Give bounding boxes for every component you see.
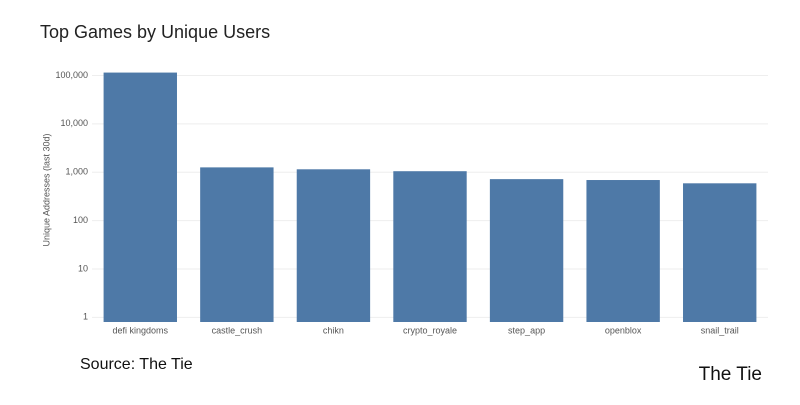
y-tick-label: 10 xyxy=(78,263,88,273)
bar xyxy=(200,167,274,322)
logo: The Tie xyxy=(699,364,762,385)
x-tick-label: chikn xyxy=(323,325,344,335)
bar xyxy=(489,179,564,322)
x-tick-label: defi kingdoms xyxy=(113,325,169,335)
chart-title: Top Games by Unique Users xyxy=(40,22,270,42)
source: Source: The Tie xyxy=(80,356,193,373)
y-tick-label: 100,000 xyxy=(55,70,88,80)
bar xyxy=(103,72,177,322)
x-tick-label: openblox xyxy=(605,325,642,335)
bar xyxy=(586,180,660,322)
y-axis-label: Unique Addresses (last 30d) xyxy=(41,133,51,246)
y-tick-label: 1 xyxy=(83,312,88,322)
y-tick-label: 10,000 xyxy=(60,118,88,128)
bar xyxy=(683,183,757,322)
x-tick-label: crypto_royale xyxy=(403,325,457,335)
y-tick-label: 100 xyxy=(73,215,88,225)
bar xyxy=(296,169,371,322)
y-tick-label: 1,000 xyxy=(65,167,88,177)
x-tick-label: step_app xyxy=(508,325,545,335)
x-tick-label: snail_trail xyxy=(701,325,739,335)
x-tick-label: castle_crush xyxy=(212,325,263,335)
bar xyxy=(393,171,467,322)
